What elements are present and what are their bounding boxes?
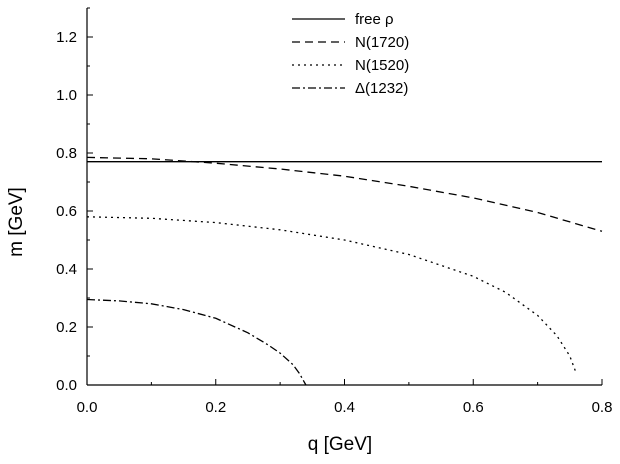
series-line bbox=[86, 216, 577, 374]
x-tick-label: 0.2 bbox=[205, 399, 226, 416]
legend-label: N(1720) bbox=[355, 34, 409, 51]
y-tick-label: 0.0 bbox=[56, 377, 77, 394]
legend-label: N(1520) bbox=[355, 57, 409, 74]
y-tick-label: 0.4 bbox=[56, 261, 77, 278]
x-tick-label: 0.8 bbox=[592, 399, 613, 416]
x-tick-label: 0.6 bbox=[463, 399, 484, 416]
y-axis-label: m [GeV] bbox=[6, 187, 27, 257]
y-tick-label: 0.2 bbox=[56, 319, 77, 336]
y-tick-label: 0.8 bbox=[56, 145, 77, 162]
legend-label: Δ(1232) bbox=[355, 80, 408, 97]
x-tick-label: 0.4 bbox=[334, 399, 355, 416]
series-line bbox=[86, 156, 603, 232]
y-tick-label: 1.0 bbox=[56, 87, 77, 104]
series-line bbox=[86, 298, 307, 386]
x-tick-label: 0.0 bbox=[77, 399, 98, 416]
y-tick-label: 1.2 bbox=[56, 29, 77, 46]
x-axis-label: q [GeV] bbox=[308, 434, 372, 455]
legend-label: free ρ bbox=[355, 11, 394, 28]
y-tick-label: 0.6 bbox=[56, 203, 77, 220]
